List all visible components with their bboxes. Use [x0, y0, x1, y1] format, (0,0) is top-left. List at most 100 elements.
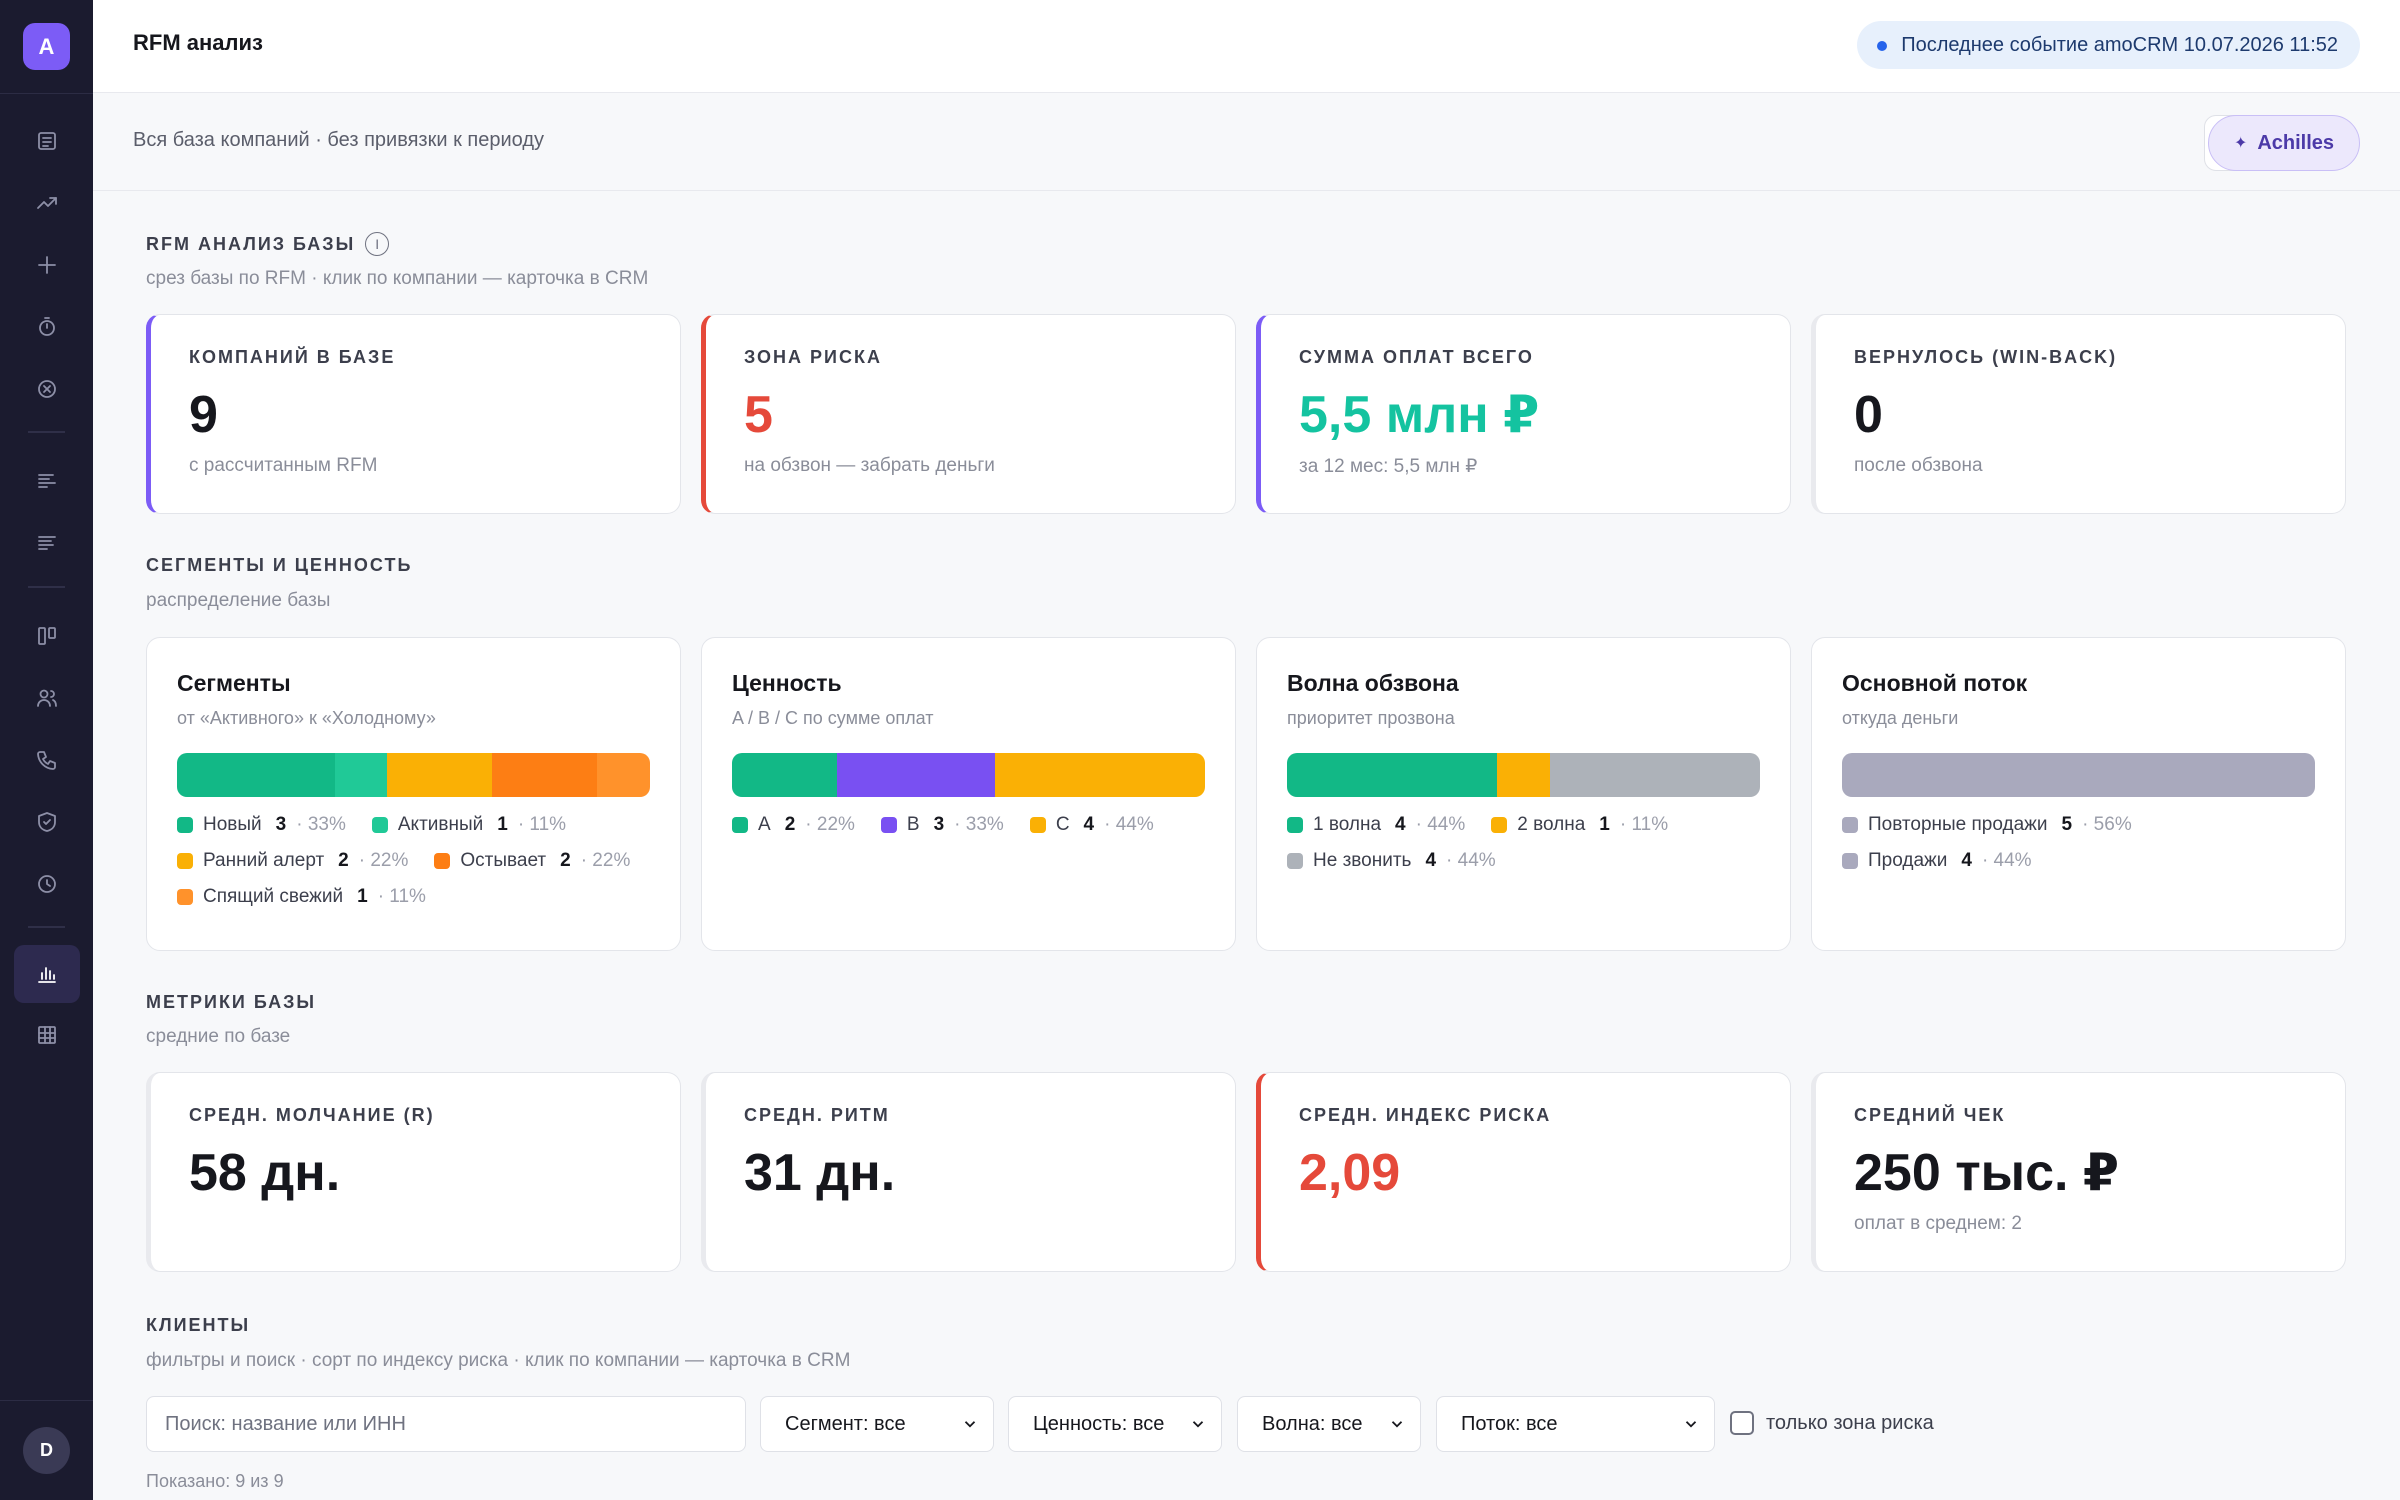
sidebar-divider: [28, 586, 65, 588]
clients-section-title: КЛИЕНТЫ: [146, 1315, 251, 1335]
metric-value: 31 дн.: [744, 1144, 896, 1202]
distribution-bar: [732, 753, 1205, 797]
wave-filter-select[interactable]: Волна: все: [1237, 1396, 1421, 1452]
select-value: Сегмент: все: [785, 1412, 906, 1435]
shield-icon[interactable]: [27, 802, 67, 842]
legend-percent: · 44%: [1415, 814, 1466, 835]
kpi-card-risk-zone: ЗОНА РИСКА 5 на обзвон — забрать деньги: [701, 314, 1236, 514]
legend-percent: · 44%: [1446, 850, 1496, 871]
sidebar-divider: [28, 926, 65, 928]
legend-item: Новый 3 · 33%: [177, 814, 346, 836]
app-logo[interactable]: A: [23, 23, 70, 70]
phone-icon[interactable]: [27, 740, 67, 780]
timer-icon[interactable]: [27, 307, 67, 347]
legend-item: 1 волна 4 · 44%: [1287, 814, 1465, 836]
metric-value: 250 тыс. ₽: [1854, 1144, 2120, 1202]
board-icon[interactable]: [27, 616, 67, 656]
trend-icon[interactable]: [27, 183, 67, 223]
legend-item: Остывает 2 · 22%: [434, 850, 630, 872]
segment-filter-select[interactable]: Сегмент: все: [760, 1396, 994, 1452]
metric-label: СРЕДН. ИНДЕКС РИСКА: [1299, 1105, 1552, 1125]
value-filter-select[interactable]: Ценность: все: [1008, 1396, 1222, 1452]
legend-label: Активный: [397, 814, 484, 835]
segment-card-main-flow: Основной поток откуда деньги Повторные п…: [1811, 637, 2346, 951]
metric-card-silence: СРЕДН. МОЛЧАНИЕ (R) 58 дн.: [146, 1072, 681, 1272]
legend-swatch: [434, 853, 451, 869]
legend-item: Ранний алерт 2 · 22%: [177, 850, 408, 872]
list-icon[interactable]: [27, 121, 67, 161]
legend-swatch: [1287, 853, 1303, 869]
legend-item: A 2 · 22%: [732, 814, 855, 836]
kpi-label: ВЕРНУЛОСЬ (WIN-BACK): [1854, 347, 2118, 367]
legend-swatch: [177, 889, 193, 905]
legend-swatch: [880, 817, 897, 833]
only-risk-label: только зона риска: [1766, 1411, 1934, 1434]
bar-segment: [1549, 753, 1760, 797]
bars-alt-icon[interactable]: [27, 523, 67, 563]
kpi-value: 9: [189, 386, 218, 444]
legend-label: Спящий свежий: [203, 886, 344, 907]
close-circle-icon[interactable]: [27, 369, 67, 409]
segment-card-segments: Сегменты от «Активного» к «Холодному» Но…: [146, 637, 681, 951]
kpi-note: за 12 мес: 5,5 млн ₽: [1299, 456, 1478, 477]
user-avatar[interactable]: D: [23, 1427, 70, 1474]
segment-card-title: Ценность: [732, 670, 842, 696]
legend-label: 1 волна: [1313, 814, 1382, 835]
chevron-down-icon: [1391, 1421, 1403, 1428]
metric-value: 58 дн.: [189, 1144, 341, 1202]
legend-count: 4: [1395, 814, 1406, 835]
legend-percent: · 22%: [580, 850, 631, 871]
scope-description: Вся база компаний · без привязки к перио…: [133, 129, 544, 151]
achilles-button[interactable]: ✦ Achilles: [2208, 115, 2360, 171]
only-risk-filter[interactable]: только зона риска: [1730, 1411, 1934, 1435]
only-risk-checkbox[interactable]: [1730, 1411, 1754, 1435]
sidebar-divider: [28, 431, 65, 433]
status-dot-icon: [1877, 41, 1888, 51]
legend-percent: · 44%: [1981, 850, 2032, 871]
legend-item: B 3 · 33%: [880, 814, 1004, 836]
segment-card-subtitle: приоритет прозвона: [1287, 708, 1455, 728]
metrics-section-title: МЕТРИКИ БАЗЫ: [146, 992, 317, 1012]
search-input[interactable]: [146, 1396, 746, 1452]
chart-icon[interactable]: [14, 945, 80, 1003]
legend-swatch: [1842, 817, 1858, 833]
distribution-bar: [1842, 753, 2315, 797]
legend-swatch: [1491, 817, 1508, 833]
chevron-down-icon: [1685, 1421, 1697, 1428]
chevron-down-icon: [1192, 1421, 1204, 1428]
kpi-card-win-back: ВЕРНУЛОСЬ (WIN-BACK) 0 после обзвона: [1811, 314, 2346, 514]
metric-label: СРЕДНИЙ ЧЕК: [1854, 1105, 2006, 1125]
legend-count: 1: [1599, 814, 1610, 835]
legend-label: Продажи: [1868, 850, 1948, 871]
kpi-value: 5,5 млн ₽: [1299, 386, 1540, 444]
kpi-label: СУММА ОПЛАТ ВСЕГО: [1299, 347, 1534, 367]
plus-icon[interactable]: [27, 245, 67, 285]
legend-swatch: [732, 817, 748, 833]
info-icon[interactable]: i: [365, 232, 390, 256]
rfm-section-title: RFM АНАЛИЗ БАЗЫ i: [146, 232, 390, 256]
sparkle-icon: ✦: [2233, 135, 2248, 152]
sidebar-separator: [0, 93, 93, 94]
sidebar: A D: [0, 0, 93, 1500]
legend-count: 1: [497, 814, 508, 835]
legend-percent: · 33%: [954, 814, 1004, 835]
kpi-card-companies: КОМПАНИЙ В БАЗЕ 9 с рассчитанным RFM: [146, 314, 681, 514]
legend-count: 4: [1425, 850, 1437, 871]
legend-label: Не звонить: [1313, 850, 1412, 871]
metric-label: СРЕДН. РИТМ: [744, 1105, 890, 1125]
select-value: Поток: все: [1461, 1412, 1558, 1435]
segment-card-subtitle: откуда деньги: [1842, 708, 1959, 728]
top-bar: RFM анализ Последнее событие amoCRM 10.0…: [93, 0, 2400, 93]
rfm-title-text: RFM АНАЛИЗ БАЗЫ: [146, 233, 356, 254]
users-icon[interactable]: [27, 678, 67, 718]
clock-icon[interactable]: [27, 864, 67, 904]
bars-icon[interactable]: [27, 461, 67, 501]
legend-percent: · 44%: [1104, 814, 1154, 835]
segments-section-subtitle: распределение базы: [146, 590, 331, 611]
distribution-bar: [177, 753, 650, 797]
select-value: Волна: все: [1262, 1412, 1363, 1435]
grid-icon[interactable]: [27, 1015, 67, 1055]
legend-percent: · 56%: [2082, 814, 2132, 835]
legend-item: Не звонить 4 · 44%: [1287, 850, 1496, 872]
flow-filter-select[interactable]: Поток: все: [1436, 1396, 1715, 1452]
